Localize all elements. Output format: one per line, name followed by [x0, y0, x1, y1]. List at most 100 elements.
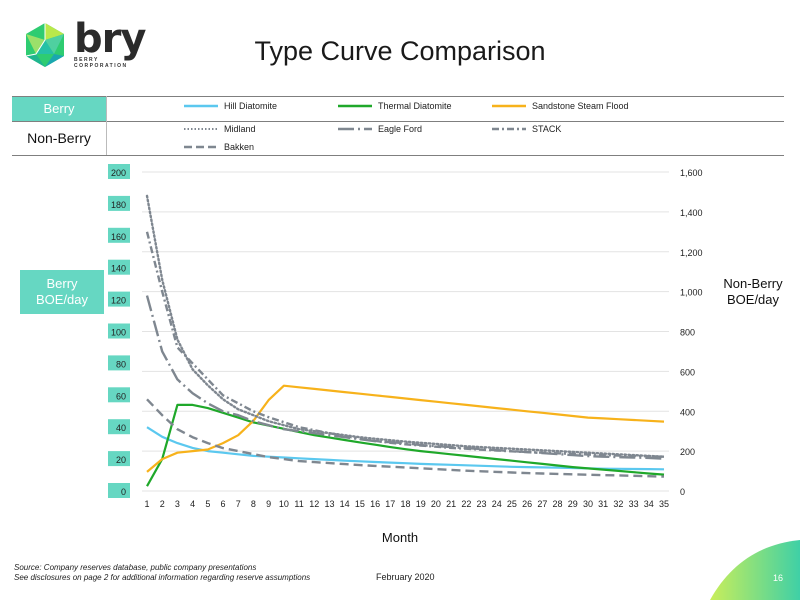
x-tick-label: 2	[160, 499, 165, 509]
logo-sub-line2: CORPORATION	[74, 63, 128, 69]
left-tick: 0	[108, 483, 130, 498]
x-tick-label: 32	[613, 499, 623, 509]
left-tick: 160	[108, 227, 130, 243]
logo-subtitle: BERRY CORPORATION	[74, 57, 128, 69]
left-tick-box	[108, 259, 130, 275]
series-line-stack	[145, 231, 665, 458]
legend-item-sandstone: Sandstone Steam Flood	[492, 101, 629, 111]
x-axis-label: Month	[381, 530, 419, 545]
legend-item-midland: Midland	[184, 124, 256, 134]
left-tick-label: 120	[111, 296, 126, 306]
right-tick-label: 1,200	[680, 248, 703, 258]
left-axis-label: Berry BOE/day	[20, 270, 104, 314]
left-tick-label: 60	[116, 391, 126, 401]
source-line2: See disclosures on page 2 for additional…	[14, 573, 311, 582]
left-tick: 80	[108, 355, 130, 371]
x-tick-label: 15	[355, 499, 365, 509]
x-tick-label: 29	[568, 499, 578, 509]
legend-item-eagle-ford: Eagle Ford	[338, 124, 422, 134]
legend-label-eagle-ford: Eagle Ford	[378, 124, 423, 134]
legend-berry-row: Berry	[12, 96, 784, 122]
legend-swatch-bakken	[184, 145, 218, 149]
right-tick-label: 800	[680, 328, 695, 338]
left-tick-label: 160	[111, 232, 126, 242]
x-tick-label: 8	[251, 499, 256, 509]
x-tick-label: 25	[507, 499, 517, 509]
chart-gridlines	[142, 171, 669, 492]
legend-swatch-sandstone	[492, 104, 526, 108]
x-tick-label: 28	[553, 499, 563, 509]
left-tick-box	[108, 164, 130, 179]
x-tick-label: 7	[236, 499, 241, 509]
x-tick-label: 21	[446, 499, 456, 509]
right-axis-label-line1: Non-Berry	[723, 276, 783, 291]
legend-item-stack: STACK	[492, 124, 561, 134]
left-tick-label: 20	[116, 455, 126, 465]
series-line-bakken	[146, 398, 665, 478]
x-tick-label: 35	[659, 499, 669, 509]
legend-swatch-stack	[492, 127, 526, 131]
left-tick: 60	[108, 387, 130, 403]
x-tick-label: 5	[205, 499, 210, 509]
x-tick-label: 3	[175, 499, 180, 509]
x-tick-label: 12	[309, 499, 319, 509]
left-tick-box	[108, 451, 130, 467]
right-axis-label-line2: BOE/day	[726, 292, 780, 307]
left-tick-label: 40	[116, 423, 126, 433]
left-tick-box	[108, 387, 130, 403]
legend: Berry Non-Berry Hill Diatomite Thermal D…	[12, 96, 784, 156]
x-tick-label: 16	[370, 499, 380, 509]
left-tick: 40	[108, 419, 130, 435]
x-axis-ticks: 1 2 3 4 5 6 7 8 9 10 11 12 13 14 15 16 17 18 19 20 21 22 23 24 2…	[144, 499, 669, 509]
x-tick-label: 17	[385, 499, 395, 509]
x-tick-label: 26	[522, 499, 532, 509]
x-tick-label: 4	[190, 499, 195, 509]
right-tick-label: 1,000	[680, 288, 703, 298]
right-tick-label: 600	[680, 367, 695, 377]
x-tick-label: 34	[644, 499, 654, 509]
legend-nonberry-row: Non-Berry	[12, 121, 784, 156]
left-tick-box	[108, 227, 130, 243]
x-tick-label: 13	[324, 499, 334, 509]
legend-item-bakken: Bakken	[184, 142, 254, 152]
footer-date: February 2020	[376, 572, 435, 582]
right-tick-label: 1,600	[680, 168, 703, 178]
left-tick-box	[108, 483, 130, 498]
x-tick-label: 1	[144, 499, 149, 509]
legend-label-stack: STACK	[532, 124, 562, 134]
right-tick-label: 0	[680, 487, 685, 497]
left-axis-ticks: 0 20 40 60 80 100 120 140 160 180 200	[108, 164, 130, 498]
left-tick: 180	[108, 195, 130, 211]
source-line1: Source: Company reserves database, publi…	[14, 563, 257, 572]
series-line-sandstone-steam-flood	[146, 384, 665, 473]
legend-label-sandstone: Sandstone Steam Flood	[532, 101, 629, 111]
legend-item-hill-diatomite: Hill Diatomite	[184, 101, 277, 111]
x-tick-label: 27	[537, 499, 547, 509]
logo-gem-icon	[25, 23, 64, 67]
right-tick-label: 400	[680, 407, 695, 417]
x-tick-label: 23	[477, 499, 487, 509]
left-tick-label: 200	[111, 168, 126, 178]
x-tick-label: 30	[583, 499, 593, 509]
left-tick: 140	[108, 259, 130, 275]
left-tick: 20	[108, 451, 130, 467]
x-tick-label: 33	[629, 499, 639, 509]
page-number: 16	[773, 573, 784, 583]
left-tick-label: 80	[116, 359, 126, 369]
x-tick-label: 19	[416, 499, 426, 509]
left-tick: 200	[108, 164, 130, 179]
nonberry-tag: Non-Berry	[27, 130, 91, 146]
left-tick-label: 140	[111, 264, 126, 274]
right-axis-ticks: 0 200 400 600 800 1,000 1,200 1,400 1,600	[680, 168, 703, 497]
company-logo: bry BERRY CORPORATION	[22, 16, 152, 76]
x-tick-label: 31	[598, 499, 608, 509]
legend-swatch-eagle-ford	[338, 127, 372, 131]
source-note: Source: Company reserves database, publi…	[14, 563, 310, 583]
left-tick-box	[108, 419, 130, 435]
right-tick-label: 200	[680, 447, 695, 457]
legend-label-thermal: Thermal Diatomite	[378, 101, 452, 111]
left-axis-label-line1: Berry	[46, 276, 78, 291]
series-line-eagle-ford	[145, 295, 665, 460]
right-tick-label: 1,400	[680, 208, 703, 218]
